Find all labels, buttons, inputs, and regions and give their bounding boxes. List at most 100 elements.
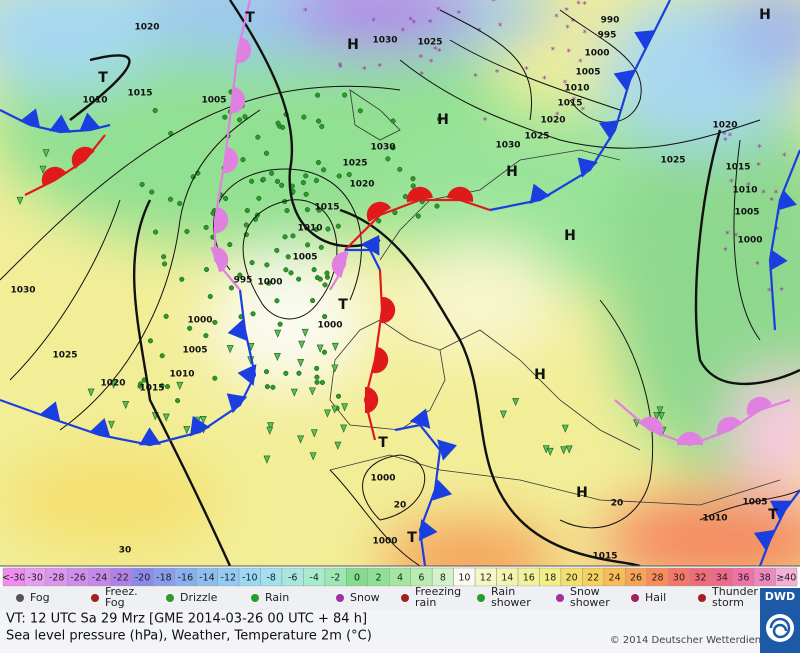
pressure-label: 1000 — [370, 474, 395, 484]
shower-symbol — [340, 424, 348, 433]
rain-symbol — [165, 384, 171, 390]
snow-symbol: * — [757, 144, 762, 154]
rain-symbol — [270, 384, 276, 390]
rain-symbol — [263, 369, 270, 375]
rain-symbol — [274, 298, 280, 304]
rain-symbol — [152, 229, 159, 235]
snow-symbol: * — [378, 62, 383, 72]
colorbar-label: 20 — [566, 573, 578, 584]
snow-symbol: * — [419, 71, 424, 81]
map: * * * * * * * * * * * * * * * * * * * * * * * * * * * * * * * * * * * * * * * *… — [0, 0, 800, 566]
colorbar-label: 6 — [418, 573, 424, 584]
colorbar-label: -30 — [27, 573, 43, 584]
shower-symbol — [297, 359, 305, 368]
rain-symbol — [266, 280, 272, 286]
pressure-label: 1025 — [342, 159, 367, 169]
rain-symbol — [296, 276, 302, 282]
shower-symbol — [290, 388, 298, 397]
legend-label: Rain — [491, 585, 515, 598]
rain-symbol — [315, 159, 321, 166]
pressure-label: H — [437, 112, 449, 128]
description: Sea level pressure (hPa), Weather, Tempe… — [6, 629, 372, 644]
legend-icon — [556, 594, 564, 602]
snow-symbol: * — [303, 7, 308, 17]
legend-label: shower — [570, 596, 610, 609]
colorbar-label: -10 — [242, 573, 258, 584]
rain-symbol — [301, 114, 307, 120]
rain-symbol — [149, 189, 155, 195]
snow-symbol: * — [755, 260, 760, 270]
snow-symbol: * — [428, 18, 433, 28]
snow-symbol: * — [436, 6, 441, 16]
snow-symbol: * — [565, 24, 570, 34]
pressure-label: T — [378, 435, 388, 451]
pressure-label: T — [338, 297, 348, 313]
legend-icon — [16, 594, 24, 602]
rain-symbol — [390, 145, 396, 151]
pressure-label: 995 — [598, 31, 617, 41]
snow-symbol: * — [746, 182, 751, 192]
shower-symbol — [331, 364, 339, 373]
rain-symbol — [244, 207, 250, 214]
pressure-label: 1010 — [82, 96, 107, 106]
rain-symbol — [152, 107, 158, 114]
colorbar-label: ≥40 — [776, 573, 796, 584]
legend-label: rain — [415, 596, 436, 609]
pressure-label: 1020 — [134, 23, 159, 33]
snow-symbol: * — [498, 22, 503, 32]
pressure-label: 1010 — [702, 514, 727, 524]
snow-symbol: * — [401, 27, 406, 37]
rain-symbol — [303, 173, 309, 179]
colorbar-label: 18 — [544, 573, 556, 584]
colorbar-label: 32 — [694, 573, 706, 584]
rain-symbol — [203, 333, 209, 339]
snow-symbol: * — [767, 287, 772, 297]
colorbar-label: 10 — [458, 573, 470, 584]
shower-symbol — [334, 441, 342, 450]
rain-symbol — [325, 226, 331, 232]
rain-symbol — [305, 242, 311, 248]
rain-symbol — [277, 321, 283, 327]
snow-symbol: * — [564, 7, 569, 17]
pressure-label: 20 — [394, 501, 407, 511]
snow-symbol: * — [551, 46, 556, 56]
rain-symbol — [316, 118, 322, 124]
legend-icon — [336, 594, 344, 602]
snow-symbol: * — [473, 73, 478, 83]
rain-symbol — [223, 195, 229, 202]
snow-symbol: * — [338, 62, 343, 72]
rain-symbol — [357, 108, 363, 114]
colorbar-label: -24 — [92, 573, 108, 584]
rain-symbol — [264, 262, 270, 268]
snow-symbol: * — [429, 58, 434, 68]
rain-symbol — [161, 254, 167, 260]
shower-symbol — [309, 452, 317, 461]
rain-symbol — [177, 200, 183, 207]
colorbar-label: 0 — [354, 573, 360, 584]
rain-symbol — [315, 92, 321, 98]
rain-symbol — [314, 374, 320, 380]
rain-symbol — [410, 176, 416, 182]
shower-symbol — [310, 429, 318, 438]
snow-symbol: * — [362, 66, 367, 76]
pressure-label: 1015 — [592, 552, 617, 562]
shower-symbol — [301, 328, 309, 337]
colorbar-label: 26 — [630, 573, 642, 584]
legend-icon — [401, 594, 409, 602]
rain-symbol — [283, 267, 289, 273]
rain-symbol — [212, 375, 218, 381]
rain-symbol — [242, 114, 248, 120]
dwd-logo: DWD — [760, 588, 800, 653]
rain-symbol — [227, 242, 233, 248]
rain-symbol — [282, 234, 288, 240]
snow-symbol: * — [567, 48, 572, 58]
rain-symbol — [249, 178, 255, 184]
rain-symbol — [239, 103, 245, 109]
colorbar-label: 36 — [737, 573, 749, 584]
shower-symbol — [499, 410, 507, 419]
pressure-label: 1015 — [139, 384, 164, 394]
shower-symbol — [297, 435, 305, 444]
pressure-label: 1025 — [417, 38, 442, 48]
snow-symbol: * — [582, 0, 587, 10]
snow-symbol: * — [412, 19, 417, 29]
